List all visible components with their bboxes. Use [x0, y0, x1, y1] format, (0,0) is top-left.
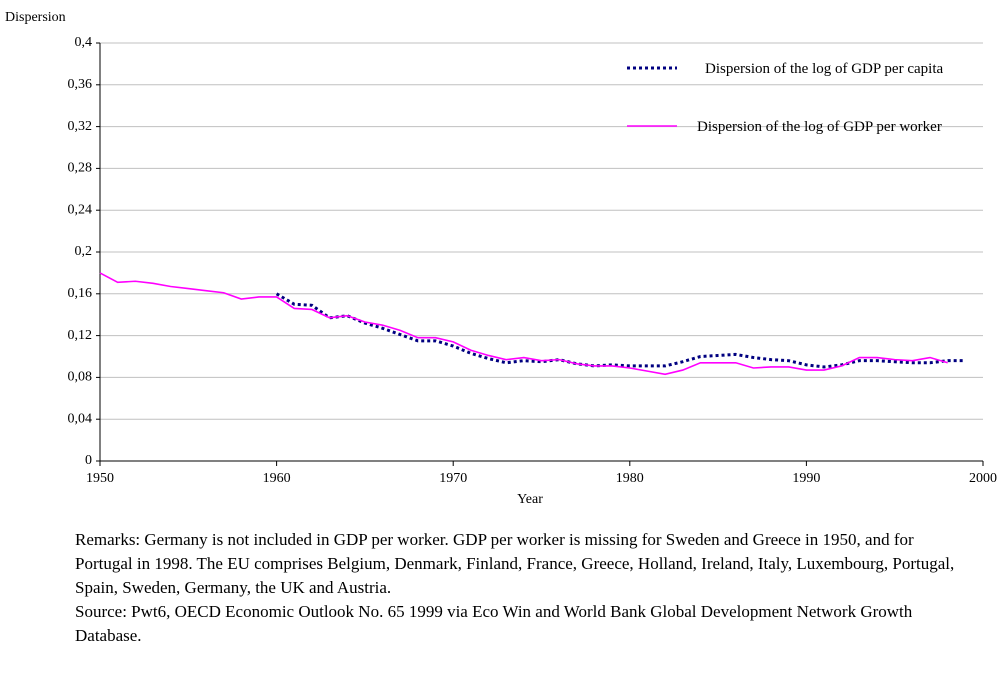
x-tick-label: 1960 [263, 471, 291, 486]
y-tick-label: 0,28 [68, 161, 93, 176]
x-tick-label: 1990 [792, 471, 820, 486]
series-line [275, 292, 966, 369]
y-tick-label: 0,04 [68, 411, 93, 426]
y-tick-label: 0,36 [68, 77, 93, 92]
legend-label: Dispersion of the log of GDP per capita [705, 61, 944, 77]
x-axis-label: Year [517, 492, 543, 507]
y-tick-label: 0 [85, 453, 92, 468]
y-tick-label: 0,4 [75, 35, 93, 50]
notes: Remarks: Germany is not included in GDP … [75, 528, 955, 648]
y-tick-label: 0,24 [68, 202, 93, 217]
y-tick-label: 0,2 [75, 244, 93, 259]
y-tick-label: 0,32 [68, 119, 93, 134]
y-tick-label: 0,12 [68, 328, 93, 343]
series-line [99, 272, 948, 376]
x-tick-label: 1970 [439, 471, 467, 486]
note: Remarks: Germany is not included in GDP … [75, 530, 955, 597]
chart: Dispersion Year 0 0,04 0,08 0,12 0,16 0,2 0,24… [5, 10, 997, 507]
x-tick-label: 1980 [616, 471, 644, 486]
y-tick-label: 0,16 [68, 286, 93, 301]
legend-label: Dispersion of the log of GDP per worker [697, 119, 942, 135]
x-tick-label: 1950 [86, 471, 114, 486]
x-tick-label: 2000 [969, 471, 997, 486]
y-axis-label: Dispersion [5, 10, 66, 25]
y-tick-label: 0,08 [68, 370, 93, 385]
note: Source: Pwt6, OECD Economic Outlook No. … [75, 602, 913, 645]
